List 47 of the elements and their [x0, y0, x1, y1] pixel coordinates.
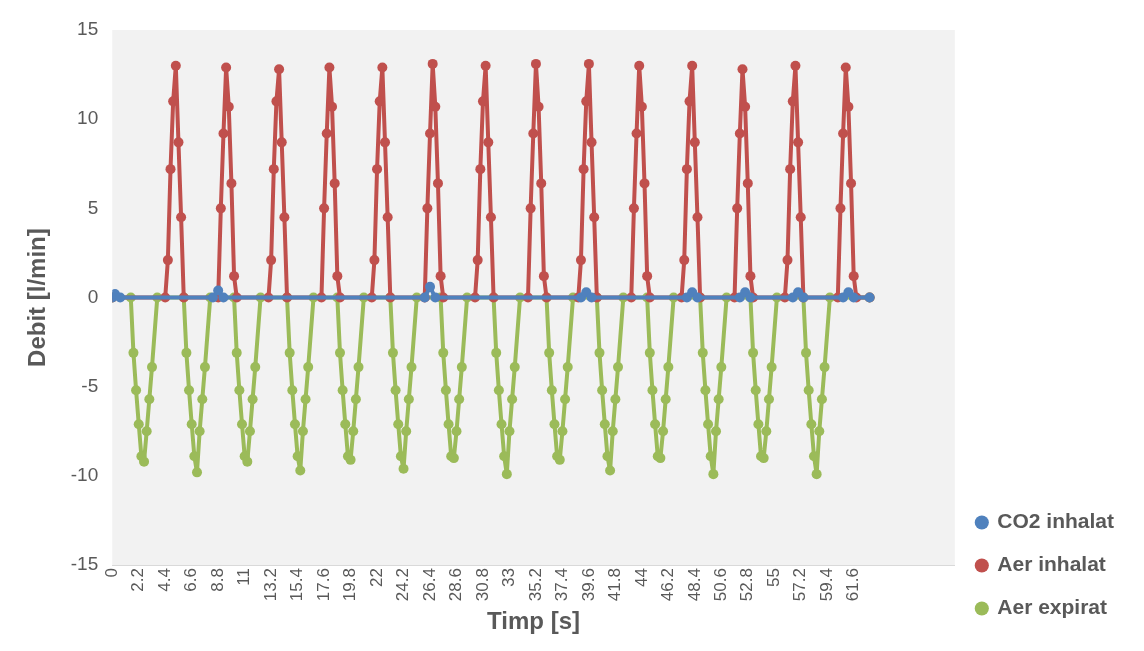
x-tick-label: 59.4	[816, 568, 836, 602]
point	[430, 292, 441, 303]
x-tick-label: 28.6	[446, 568, 466, 602]
x-tick-label: 22	[366, 568, 386, 588]
y-tick-label: -10	[70, 464, 99, 486]
point	[218, 292, 229, 303]
x-tick-label: 15.4	[287, 568, 307, 602]
legend-label: CO2 inhalat	[997, 509, 1115, 533]
x-tick-label: 44	[631, 568, 651, 588]
y-tick-label: 5	[87, 196, 99, 218]
x-tick-label: 11	[234, 568, 254, 586]
y-tick-label: -15	[70, 553, 99, 575]
x-tick-label: 13.2	[260, 568, 280, 602]
x-tick-label: 6.6	[181, 568, 201, 592]
point	[793, 287, 804, 298]
x-tick-label: 35.2	[525, 568, 545, 602]
legend-label: Aer inhalat	[997, 552, 1106, 576]
x-tick-label: 61.6	[843, 568, 863, 602]
point	[586, 292, 597, 303]
x-tick-label: 4.4	[154, 568, 174, 592]
x-tick-label: 57.2	[790, 568, 810, 602]
x-tick-label: 46.2	[658, 568, 678, 602]
x-tick-label: 17.6	[313, 568, 333, 602]
y-axis-title: Debit [l/min]	[23, 228, 51, 367]
x-tick-label: 52.8	[737, 568, 757, 602]
x-tick-label: 19.8	[340, 568, 360, 602]
point	[115, 292, 126, 303]
x-tick-label: 41.8	[605, 568, 625, 602]
x-tick-label: 55	[763, 568, 783, 588]
x-tick-label: 39.6	[578, 568, 598, 602]
x-tick-label: 50.6	[710, 568, 730, 602]
x-tick-label: 30.8	[472, 568, 492, 602]
legend-label: Aer expirat	[997, 595, 1108, 619]
x-tick-label: 0	[101, 568, 121, 578]
y-tick-label: 10	[77, 107, 99, 129]
x-tick-label: 24.2	[393, 568, 413, 602]
x-tick-label: 2.2	[128, 568, 148, 592]
y-tick-label: 0	[87, 285, 99, 307]
y-tick-label: -5	[81, 374, 99, 396]
x-tick-label: 37.4	[552, 568, 572, 602]
x-tick-label: 8.8	[207, 568, 227, 592]
x-tick-label: 26.4	[419, 568, 439, 602]
y-tick-label: 15	[77, 18, 99, 40]
x-tick-label: 48.4	[684, 568, 704, 602]
point	[213, 285, 224, 296]
x-axis-title: Timp [s]	[487, 607, 580, 635]
x-tick-label: 33	[499, 568, 519, 588]
